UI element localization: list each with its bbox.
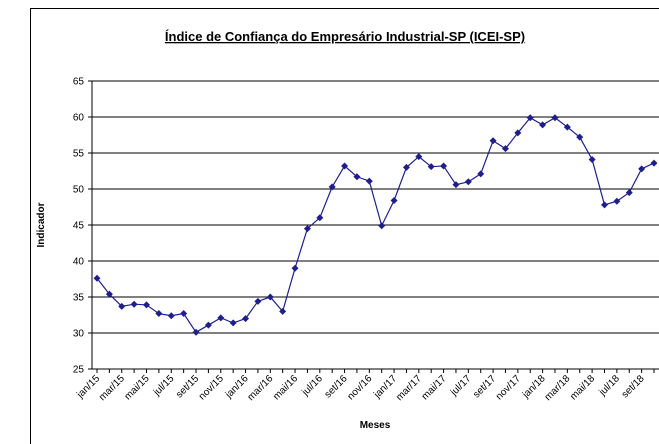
data-point: [316, 214, 324, 222]
data-point: [427, 163, 435, 171]
x-tick-label: mai/15: [123, 373, 152, 402]
x-tick-label: jul/18: [597, 373, 623, 399]
chart-border: [30, 8, 659, 444]
x-tick-label: jul/15: [151, 373, 177, 399]
data-point: [192, 328, 200, 336]
data-point: [167, 312, 175, 320]
data-point: [378, 222, 386, 230]
data-point: [551, 114, 559, 122]
data-point: [217, 314, 225, 322]
data-point: [155, 310, 163, 318]
y-tick-label: 30: [73, 329, 85, 340]
data-point: [365, 177, 373, 185]
data-point: [563, 123, 571, 131]
y-tick-label: 50: [73, 185, 85, 196]
data-point: [650, 159, 658, 167]
y-tick-label: 25: [73, 365, 85, 376]
data-point: [489, 137, 497, 145]
x-tick-label: nov/15: [197, 373, 226, 402]
data-point: [291, 264, 299, 272]
data-point: [539, 121, 547, 129]
data-point: [105, 290, 113, 298]
data-point: [204, 321, 212, 329]
data-point: [390, 197, 398, 205]
data-point: [477, 170, 485, 178]
data-point: [464, 178, 472, 186]
data-point: [242, 315, 250, 323]
chart-title: Índice de Confiança do Empresário Indust…: [165, 29, 525, 44]
data-point: [588, 155, 596, 163]
x-tick-label: nov/17: [494, 373, 523, 402]
data-line: [96, 116, 655, 334]
data-point: [415, 153, 423, 161]
x-tick-label: mai/17: [420, 373, 449, 402]
data-point: [279, 307, 287, 315]
y-axis-label: Indicador: [36, 202, 47, 247]
y-tick-label: 60: [73, 113, 85, 124]
y-tick-label: 40: [73, 257, 85, 268]
data-point: [440, 162, 448, 170]
y-tick-label: 45: [73, 221, 85, 232]
data-point: [514, 129, 522, 137]
x-tick-label: mar/15: [97, 373, 127, 403]
y-tick-label: 65: [73, 77, 85, 88]
data-point: [638, 165, 646, 173]
x-tick-label: jul/17: [448, 373, 474, 399]
data-point: [576, 133, 584, 141]
data-point: [130, 300, 138, 308]
data-point: [303, 225, 311, 233]
x-tick-label: mai/16: [271, 373, 300, 402]
data-point: [229, 319, 237, 327]
x-tick-label: mai/18: [568, 373, 597, 402]
y-tick-label: 55: [73, 149, 85, 160]
data-point: [266, 293, 274, 301]
x-tick-label: mar/16: [246, 373, 276, 403]
data-point: [613, 197, 621, 205]
x-tick-label: nov/16: [345, 373, 374, 402]
data-point: [402, 163, 410, 171]
data-point: [341, 162, 349, 170]
data-point: [452, 181, 460, 189]
data-point: [526, 114, 534, 122]
data-point: [328, 183, 336, 191]
y-tick-label: 35: [73, 293, 85, 304]
data-point: [600, 201, 608, 209]
x-tick-label: set/18: [620, 373, 647, 400]
x-tick-label: jul/16: [300, 373, 326, 399]
data-point: [180, 310, 188, 318]
data-point: [625, 189, 633, 197]
data-point: [254, 297, 262, 305]
data-point: [353, 173, 361, 181]
data-point: [501, 145, 509, 153]
data-point: [93, 274, 101, 282]
x-axis-label: Meses: [360, 420, 391, 431]
data-point: [143, 301, 151, 309]
x-tick-label: mar/17: [394, 373, 424, 403]
x-tick-label: mar/18: [543, 373, 573, 403]
data-point: [118, 302, 126, 310]
